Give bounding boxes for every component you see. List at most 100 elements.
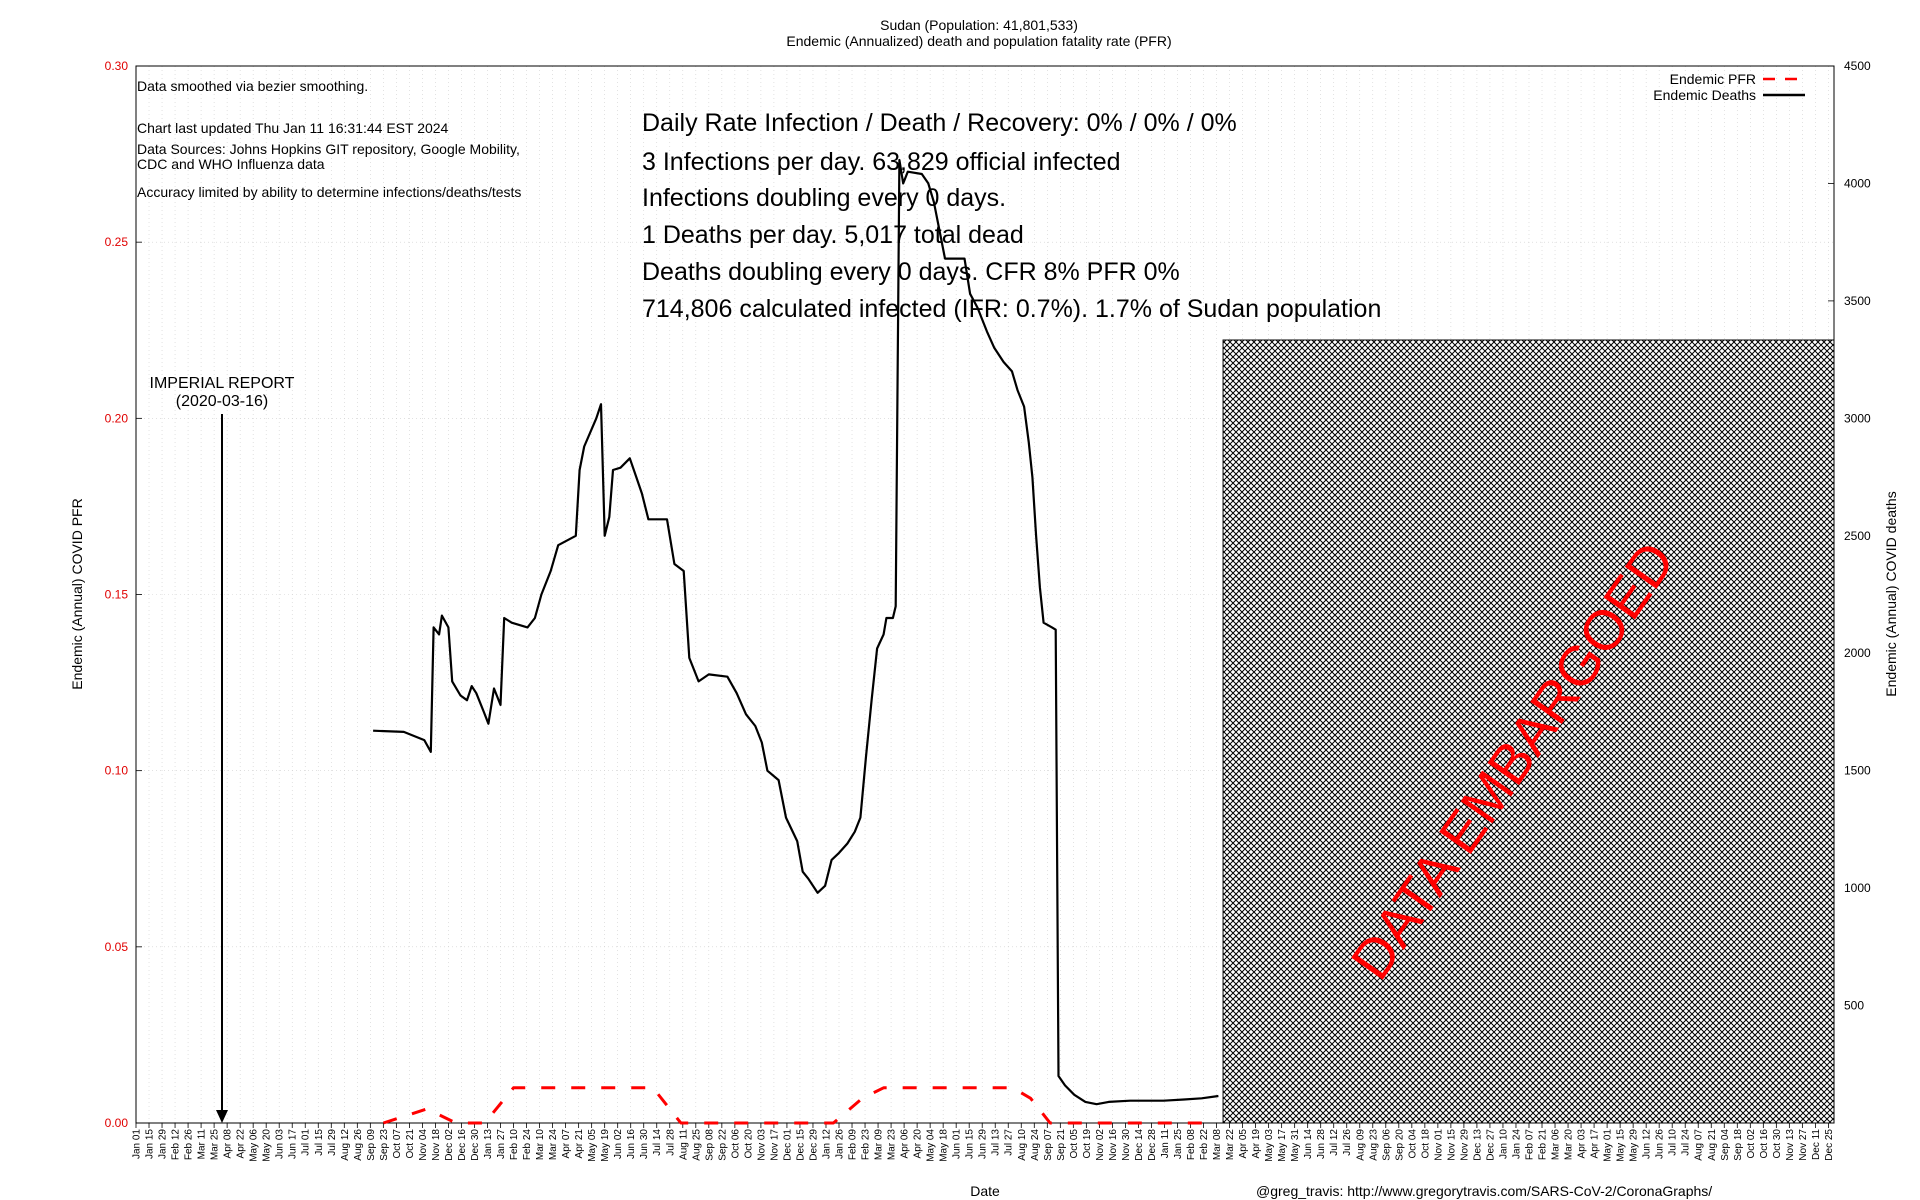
- x-tick-label: May 15: [1616, 1129, 1627, 1162]
- x-tick-label: Dec 30: [470, 1129, 481, 1161]
- x-tick-label: Jul 10: [1668, 1129, 1679, 1156]
- right-tick-label: 3000: [1844, 411, 1871, 425]
- x-tick-label: Nov 13: [1785, 1129, 1796, 1161]
- x-tick-label: Jul 29: [327, 1129, 338, 1156]
- x-tick-label: Nov 01: [1433, 1129, 1444, 1161]
- left-axis: 0.00 0.05 0.10 0.15 0.20 0.25 0.30: [105, 59, 142, 1130]
- x-tick-label: Jul 26: [1342, 1129, 1353, 1156]
- stats-calculated-infected: 714,806 calculated infected (IFR: 0.7%).…: [642, 295, 1381, 323]
- right-tick-label: 2000: [1844, 646, 1871, 660]
- x-tick-label: Oct 19: [1082, 1129, 1093, 1159]
- x-tick-label: Nov 18: [431, 1129, 442, 1161]
- stats-death-doubling: Deaths doubling every 0 days. CFR 8% PFR…: [642, 258, 1180, 286]
- x-tick-label: Apr 05: [1238, 1129, 1249, 1159]
- x-tick-label: May 01: [1603, 1129, 1614, 1162]
- x-tick-label: May 19: [600, 1129, 611, 1162]
- x-tick-label: Mar 10: [535, 1129, 546, 1161]
- x-tick-label: Feb 24: [522, 1129, 533, 1161]
- x-tick-label: Dec 02: [444, 1129, 455, 1161]
- x-tick-label: Oct 30: [1772, 1129, 1783, 1159]
- x-tick-label: Jan 01: [132, 1129, 143, 1159]
- x-tick-label: Jan 15: [145, 1129, 156, 1159]
- x-tick-label: Oct 20: [743, 1129, 754, 1159]
- x-tick-label: Dec 01: [782, 1129, 793, 1161]
- x-tick-label: Aug 25: [691, 1129, 702, 1161]
- x-tick-label: Jun 16: [626, 1129, 637, 1159]
- left-tick-label: 0.15: [105, 588, 129, 602]
- x-tick-label: Aug 11: [678, 1129, 689, 1160]
- x-tick-label: Nov 02: [1095, 1129, 1106, 1161]
- x-tick-label: May 06: [249, 1129, 260, 1162]
- note-smoothing: Data smoothed via bezier smoothing.: [137, 78, 368, 94]
- right-tick-label: 2500: [1844, 529, 1871, 543]
- x-tick-label: Dec 11: [1811, 1129, 1822, 1160]
- note-updated: Chart last updated Thu Jan 11 16:31:44 E…: [137, 120, 449, 136]
- x-tick-label: Jun 29: [978, 1129, 989, 1159]
- x-tick-label: May 17: [1277, 1129, 1288, 1162]
- x-tick-label: Jun 14: [1303, 1129, 1314, 1159]
- x-tick-label: Jul 24: [1681, 1129, 1692, 1156]
- x-tick-label: Jul 14: [652, 1129, 663, 1156]
- x-tick-label: Aug 07: [1694, 1129, 1705, 1161]
- x-tick-label: Jan 29: [158, 1129, 169, 1159]
- x-tick-label: Sep 07: [1043, 1129, 1054, 1161]
- x-tick-label: Mar 11: [197, 1129, 208, 1160]
- x-tick-label: May 20: [262, 1129, 273, 1162]
- x-tick-label: Jan 26: [835, 1129, 846, 1159]
- x-tick-label: Mar 24: [548, 1129, 559, 1161]
- legend-deaths-label: Endemic Deaths: [1653, 87, 1756, 103]
- x-tick-label: Jan 27: [496, 1129, 507, 1159]
- credit: @greg_travis: http://www.gregorytravis.c…: [1256, 1183, 1712, 1199]
- right-tick-label: 4000: [1844, 176, 1871, 190]
- x-tick-label: Feb 08: [1186, 1129, 1197, 1161]
- x-tick-label: Dec 27: [1485, 1129, 1496, 1161]
- x-tick-label: Nov 16: [1108, 1129, 1119, 1161]
- x-tick-label: Jul 13: [991, 1129, 1002, 1156]
- x-tick-label: Feb 10: [509, 1129, 520, 1161]
- x-tick-label: Feb 09: [848, 1129, 859, 1161]
- right-axis: 500 1000 1500 2000 2500 3000 3500 4000 4500: [1828, 59, 1871, 1013]
- embargo-region: [1222, 339, 1835, 1124]
- x-tick-label: Oct 07: [392, 1129, 403, 1159]
- legend: Endemic PFR Endemic Deaths: [1653, 71, 1805, 103]
- x-tick-label: Sep 22: [717, 1129, 728, 1161]
- x-tick-label: Feb 22: [1199, 1129, 1210, 1161]
- left-tick-label: 0.05: [105, 940, 129, 954]
- right-tick-label: 1000: [1844, 881, 1871, 895]
- x-tick-label: Mar 22: [1225, 1129, 1236, 1161]
- x-tick-label: Nov 03: [756, 1129, 767, 1161]
- x-tick-label: May 05: [587, 1129, 598, 1162]
- x-tick-label: Feb 23: [861, 1129, 872, 1161]
- x-tick-label: Feb 26: [184, 1129, 195, 1161]
- x-tick-label: May 31: [1290, 1129, 1301, 1162]
- x-tick-label: Sep 20: [1394, 1129, 1405, 1161]
- x-tick-label: Mar 09: [874, 1129, 885, 1161]
- x-tick-label: Aug 10: [1017, 1129, 1028, 1161]
- left-tick-label: 0.00: [105, 1116, 129, 1130]
- x-tick-label: Jun 17: [288, 1129, 299, 1159]
- x-tick-label: Aug 23: [1368, 1129, 1379, 1161]
- right-axis-label: Endemic (Annual) COVID deaths: [1883, 491, 1899, 696]
- stats-deaths: 1 Deaths per day. 5,017 total dead: [642, 221, 1024, 249]
- x-tick-label: Dec 29: [808, 1129, 819, 1161]
- note-sources-1: Data Sources: Johns Hopkins GIT reposito…: [137, 141, 520, 157]
- x-tick-label: Sep 09: [366, 1129, 377, 1161]
- x-tick-label: Mar 20: [1564, 1129, 1575, 1161]
- legend-pfr-label: Endemic PFR: [1670, 71, 1756, 87]
- x-tick-label: Nov 15: [1446, 1129, 1457, 1161]
- x-tick-label: Apr 03: [1577, 1129, 1588, 1159]
- x-tick-label: Sep 06: [1381, 1129, 1392, 1161]
- x-tick-label: Oct 18: [1420, 1129, 1431, 1159]
- x-tick-label: Jan 10: [1498, 1129, 1509, 1159]
- x-tick-label: Jan 12: [821, 1129, 832, 1159]
- x-tick-label: Oct 02: [1746, 1129, 1757, 1159]
- right-tick-label: 1500: [1844, 764, 1871, 778]
- x-tick-label: Dec 16: [457, 1129, 468, 1161]
- x-tick-label: May 18: [939, 1129, 950, 1162]
- x-tick-label: Jun 15: [965, 1129, 976, 1159]
- x-tick-label: Jun 01: [952, 1129, 963, 1159]
- x-tick-label: Dec 25: [1824, 1129, 1835, 1161]
- x-tick-label: Dec 13: [1472, 1129, 1483, 1161]
- deaths-series-line: [373, 158, 1219, 1106]
